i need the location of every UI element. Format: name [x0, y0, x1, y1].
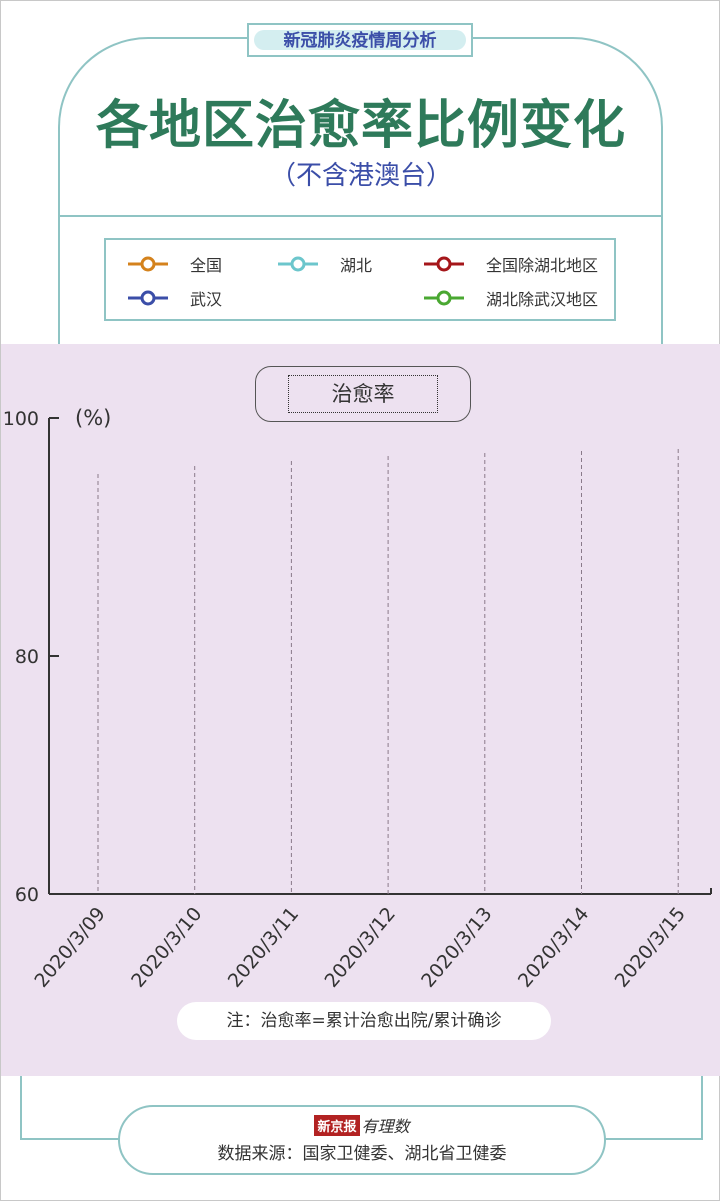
legend-marker-icon	[424, 290, 464, 306]
legend-item: 全国除湖北地区	[424, 252, 598, 276]
legend-label: 湖北除武汉地区	[486, 290, 599, 309]
legend-item: 武汉	[128, 286, 222, 310]
x-tick-label: 2020/3/12	[320, 903, 399, 992]
chart-title-box: 治愈率	[255, 366, 471, 422]
y-tick-label: 100	[3, 408, 39, 430]
legend-marker-icon	[128, 256, 168, 272]
x-tick-label: 2020/3/14	[514, 903, 593, 992]
x-tick-label: 2020/3/10	[127, 903, 206, 992]
chart-panel: 治愈率 注：治愈率=累计治愈出院/累计确诊	[1, 344, 720, 1076]
logo-brand: 新京报	[314, 1114, 360, 1136]
page-subtitle: （不含港澳台）	[269, 161, 452, 191]
series-tag: 新冠肺炎疫情周分析	[247, 23, 473, 57]
legend-label: 全国除湖北地区	[486, 256, 599, 275]
legend-label: 湖北	[340, 256, 373, 275]
data-source: 数据来源：国家卫健委、湖北省卫健委	[217, 1144, 507, 1164]
legend: 全国 湖北 全国除湖北地区武汉 湖北除武汉地区	[104, 238, 616, 321]
series-tag-label: 新冠肺炎疫情周分析	[254, 30, 466, 51]
page-title: 各地区治愈率比例变化	[95, 96, 626, 156]
y-tick-label: 60	[15, 884, 39, 906]
x-tick-label: 2020/3/15	[611, 903, 690, 992]
legend-item: 湖北除武汉地区	[424, 286, 598, 310]
y-tick-label: 80	[15, 646, 39, 668]
logo: 新京报 有理数	[314, 1113, 410, 1137]
source-box: 新京报 有理数 数据来源：国家卫健委、湖北省卫健委	[118, 1105, 606, 1175]
x-tick-label: 2020/3/11	[224, 903, 303, 992]
legend-marker-icon	[128, 290, 168, 306]
legend-marker-icon	[424, 256, 464, 272]
y-axis-label: (%)	[75, 406, 111, 430]
legend-item: 湖北	[278, 252, 372, 276]
chart-title: 治愈率	[288, 375, 438, 413]
legend-label: 武汉	[190, 290, 223, 309]
x-tick-label: 2020/3/09	[30, 903, 109, 992]
note: 注：治愈率=累计治愈出院/累计确诊	[177, 1002, 551, 1040]
legend-marker-icon	[278, 256, 318, 272]
x-tick-label: 2020/3/13	[417, 903, 496, 992]
divider	[58, 215, 663, 217]
logo-script: 有理数	[361, 1117, 410, 1136]
legend-item: 全国	[128, 252, 222, 276]
legend-label: 全国	[190, 256, 223, 275]
